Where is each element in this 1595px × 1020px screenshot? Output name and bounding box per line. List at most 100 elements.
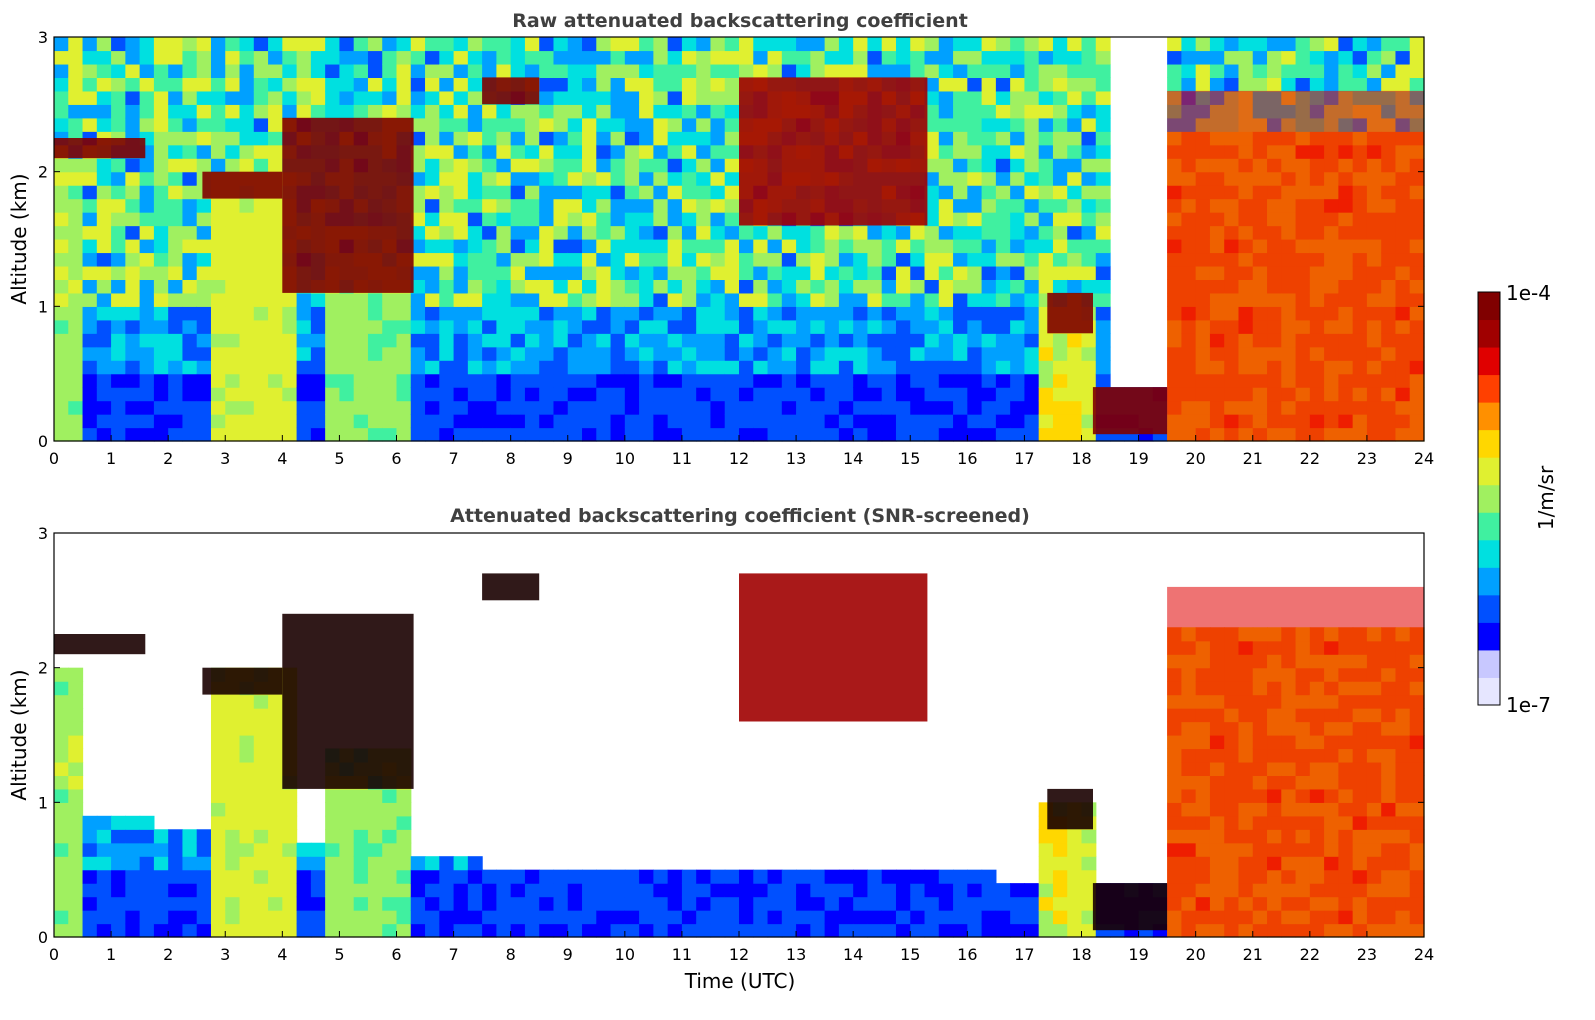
x-tick-label: 17 xyxy=(1014,449,1034,468)
heatmap-cell xyxy=(838,360,854,375)
heatmap-cell xyxy=(553,265,569,280)
heatmap-cell xyxy=(68,788,84,803)
heatmap-cell xyxy=(924,239,940,254)
heatmap-cell xyxy=(1052,77,1068,92)
heatmap-cell xyxy=(310,104,326,119)
heatmap-cell xyxy=(710,117,726,132)
heatmap-cell xyxy=(724,63,740,78)
heatmap-cell xyxy=(467,883,483,898)
heatmap-cell xyxy=(838,279,854,294)
heatmap-cell xyxy=(924,63,940,78)
heatmap-cell xyxy=(210,414,226,429)
heatmap-cell xyxy=(1081,883,1097,898)
heatmap-cell xyxy=(367,346,383,361)
heatmap-cell xyxy=(268,265,283,280)
heatmap-cell xyxy=(981,225,997,240)
x-tick-label: 14 xyxy=(843,945,863,964)
heatmap-cell xyxy=(1309,50,1325,65)
heatmap-cell xyxy=(724,265,740,280)
heatmap-cell xyxy=(895,63,911,78)
heatmap-cell xyxy=(1081,77,1097,92)
heatmap-cell xyxy=(210,735,226,750)
heatmap-cell xyxy=(239,346,255,361)
heatmap-cell xyxy=(624,90,640,105)
heatmap-cell xyxy=(182,212,198,227)
heatmap-cell xyxy=(339,842,355,857)
heatmap-cell xyxy=(425,414,440,429)
heatmap-cell xyxy=(867,37,883,52)
heatmap-cell xyxy=(910,923,926,938)
heatmap-cell xyxy=(796,387,811,402)
heatmap-cell xyxy=(467,252,483,267)
heatmap-cell xyxy=(681,104,697,119)
heatmap-cell xyxy=(82,856,98,871)
heatmap-cell xyxy=(710,77,726,92)
heatmap-cell xyxy=(239,104,255,119)
heatmap-cell xyxy=(953,171,968,186)
heatmap-cell xyxy=(239,400,255,415)
heatmap-cell xyxy=(710,144,726,159)
heatmap-cell xyxy=(1081,185,1097,200)
heatmap-cell xyxy=(895,883,911,898)
heatmap-cell xyxy=(153,400,169,415)
heatmap-cell xyxy=(353,90,369,105)
heatmap-cell xyxy=(796,346,811,361)
heatmap-cell xyxy=(724,90,740,105)
heatmap-cell xyxy=(639,77,654,92)
heatmap-cell xyxy=(111,104,126,119)
colorbar-unit-label: 1/m/sr xyxy=(1534,465,1558,530)
heatmap-cell xyxy=(810,360,826,375)
heatmap-cell xyxy=(225,815,241,830)
heatmap-cell xyxy=(125,63,141,78)
heatmap-cell xyxy=(524,50,540,65)
x-tick-label: 14 xyxy=(843,449,863,468)
heatmap-cell xyxy=(296,90,312,105)
heatmap-cell xyxy=(82,360,98,375)
heatmap-cell xyxy=(325,869,341,884)
heatmap-cell xyxy=(1038,400,1054,415)
heatmap-cell xyxy=(781,50,797,65)
heatmap-cell xyxy=(453,158,469,173)
heatmap-cell xyxy=(68,829,84,844)
heatmap-cell xyxy=(467,414,483,429)
heatmap-cell xyxy=(1209,37,1225,52)
heatmap-cell xyxy=(967,158,983,173)
heatmap-cell xyxy=(296,869,312,884)
heatmap-cell xyxy=(1038,37,1054,52)
heatmap-cell xyxy=(724,292,740,307)
heatmap-cell xyxy=(1052,279,1068,294)
heatmap-cell xyxy=(353,306,369,321)
heatmap-cell xyxy=(382,387,398,402)
heatmap-cell xyxy=(68,815,84,830)
heatmap-cell xyxy=(524,212,540,227)
heatmap-cell xyxy=(125,373,141,388)
heatmap-cell xyxy=(253,802,269,817)
heatmap-cell xyxy=(467,400,483,415)
heatmap-cell xyxy=(96,829,112,844)
colorbar: 1e-4 1e-7 1/m/sr xyxy=(1477,281,1558,717)
heatmap-cell xyxy=(953,252,968,267)
heatmap-cell xyxy=(325,77,341,92)
heatmap-cell xyxy=(425,158,440,173)
heatmap-cell xyxy=(153,856,169,871)
heatmap-cell xyxy=(582,212,597,227)
heatmap-cell xyxy=(168,923,184,938)
heatmap-cell xyxy=(710,225,726,240)
heatmap-cell xyxy=(310,842,326,857)
heatmap-cell xyxy=(995,37,1011,52)
heatmap-cell xyxy=(425,387,440,402)
heatmap-cell xyxy=(596,319,612,334)
heatmap-cell xyxy=(838,252,854,267)
heatmap-cell xyxy=(582,387,597,402)
heatmap-cell xyxy=(596,90,612,105)
heatmap-cell xyxy=(1238,37,1254,52)
heatmap-cell xyxy=(168,896,184,911)
heatmap-cell xyxy=(111,896,126,911)
heatmap-cell xyxy=(753,225,769,240)
heatmap-cell xyxy=(482,883,497,898)
heatmap-cell xyxy=(196,292,212,307)
heatmap-cell xyxy=(553,185,569,200)
heatmap-cell xyxy=(610,333,626,348)
heatmap-cell xyxy=(724,360,740,375)
heatmap-cell xyxy=(82,829,98,844)
